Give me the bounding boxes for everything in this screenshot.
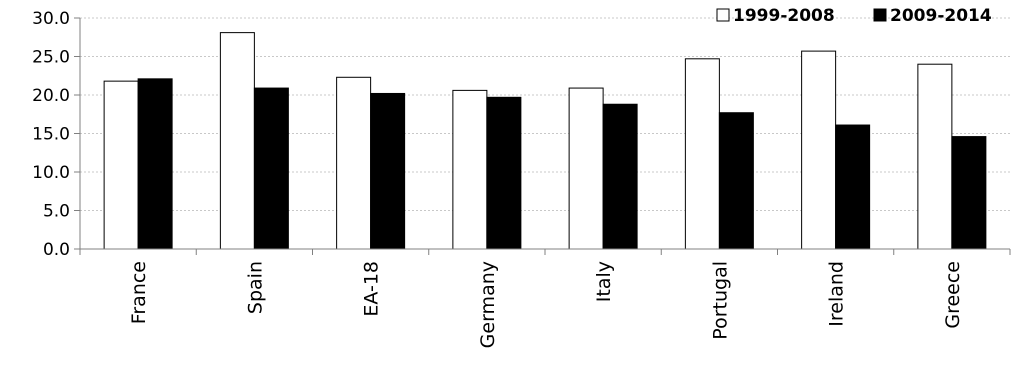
y-tick-label: 10.0 (32, 163, 70, 183)
y-tick-label: 30.0 (32, 9, 70, 29)
legend-swatch (873, 8, 887, 22)
y-tick-label: 20.0 (32, 86, 70, 106)
bar-2009-2014-France (137, 78, 173, 250)
bar-2009-2014-Greece (951, 136, 987, 250)
bar-1999-2008-Italy (568, 87, 604, 250)
bars (103, 32, 987, 250)
x-tick-label: Ireland (826, 261, 848, 327)
x-tick-label: Spain (244, 261, 266, 314)
bar-1999-2008-Germany (452, 89, 488, 250)
gridlines (80, 17, 1010, 211)
bar-2009-2014-Germany (486, 96, 522, 250)
legend: 1999-2008 2009-2014 (716, 6, 992, 26)
x-tick-label: France (128, 261, 150, 324)
bar-2009-2014-Italy (602, 103, 638, 250)
x-tick-label: Greece (942, 261, 964, 329)
bar-2009-2014-Portugal (718, 112, 754, 250)
bar-2009-2014-Spain (253, 87, 289, 250)
y-tick-label: 5.0 (43, 202, 70, 222)
x-tick-label: Portugal (709, 261, 731, 340)
bar-1999-2008-Greece (917, 63, 953, 250)
x-tick-label: Italy (593, 261, 615, 302)
x-tick-label: Germany (477, 261, 499, 348)
bar-2009-2014-Ireland (835, 124, 871, 250)
bar-2009-2014-EA-18 (370, 92, 406, 250)
bar-1999-2008-Ireland (801, 50, 837, 250)
bar-1999-2008-Portugal (684, 58, 720, 250)
bar-1999-2008-Spain (219, 32, 255, 250)
legend-swatch (716, 8, 730, 22)
y-axis-ticks: 0.0 5.0 10.0 15.0 20.0 25.0 30.0 (32, 9, 70, 260)
bar-1999-2008-EA-18 (336, 76, 372, 250)
x-tick-label: EA-18 (361, 261, 383, 317)
axes (74, 17, 1011, 255)
bar-1999-2008-France (103, 80, 139, 250)
x-axis-ticks: France Spain EA-18 Germany Italy Portugal Irel… (128, 261, 964, 348)
y-tick-label: 0.0 (43, 240, 70, 260)
legend-label: 2009-2014 (890, 6, 992, 26)
y-tick-label: 15.0 (32, 125, 70, 145)
legend-label: 1999-2008 (733, 6, 835, 26)
y-tick-label: 25.0 (32, 48, 70, 68)
